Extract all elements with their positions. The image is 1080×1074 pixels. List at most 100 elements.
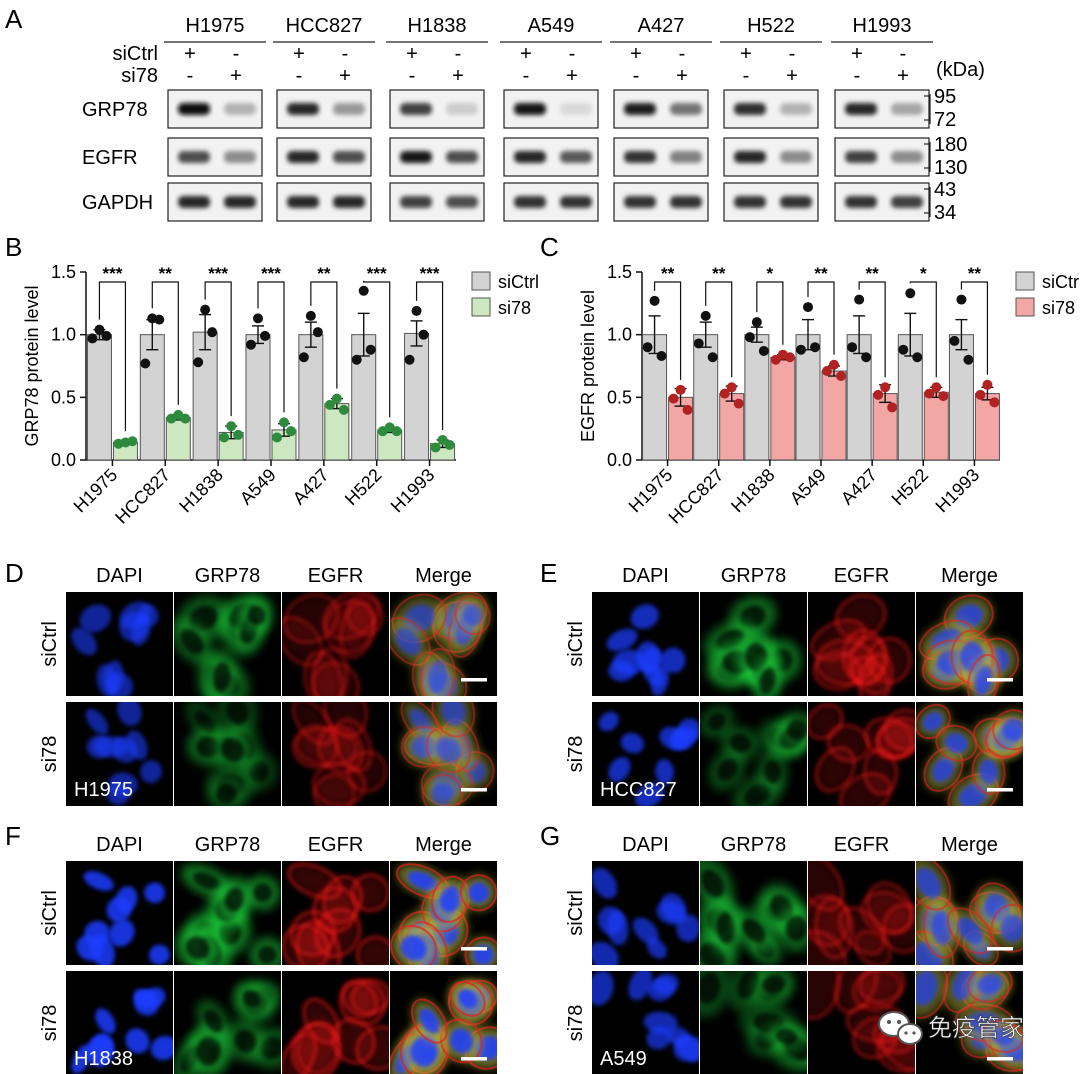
membrane-stain <box>858 971 905 1003</box>
blot-sign: + <box>566 65 578 87</box>
nucleus-shadow <box>234 1029 257 1053</box>
data-point <box>437 434 448 445</box>
blot-sign: - <box>854 65 861 87</box>
data-point <box>744 332 755 343</box>
image-tile-merge <box>916 861 1023 965</box>
tile-content <box>916 971 1023 1072</box>
blot-band-kd <box>333 196 365 208</box>
wechat-icon <box>878 1011 923 1045</box>
data-point <box>418 329 429 340</box>
data-point <box>87 333 98 344</box>
tile-content <box>400 702 495 806</box>
membrane-stain <box>356 936 389 965</box>
blot-protein-label: GAPDH <box>82 192 153 214</box>
tile-content <box>174 980 281 1074</box>
blot-sign: + <box>339 65 351 87</box>
row-label: si78 <box>565 736 587 773</box>
blot-box <box>723 89 819 129</box>
blot-box <box>503 89 599 129</box>
tile-content <box>174 592 274 696</box>
tile-content <box>700 704 807 806</box>
bar-sictrl-h1975 <box>86 334 112 461</box>
significance-label: *** <box>102 264 122 283</box>
scale-bar <box>461 678 487 682</box>
data-point <box>246 339 256 350</box>
cytoplasm-stain <box>808 971 839 1018</box>
legend-swatch <box>1015 297 1035 317</box>
bar-si78-hcc827 <box>165 416 191 461</box>
blot-cell-line-label: H522 <box>747 15 795 37</box>
data-point <box>758 345 769 356</box>
nucleus <box>83 871 114 891</box>
nucleus-shadow <box>729 733 751 753</box>
blot-sign: - <box>523 65 530 87</box>
panel-letter-c: C <box>540 232 559 262</box>
nucleus-shadow <box>212 662 231 692</box>
nucleus <box>115 886 138 913</box>
blot-sign: + <box>520 43 532 65</box>
image-tile-merge <box>390 592 497 696</box>
cytoplasm-stain <box>808 861 843 910</box>
blot-protein-label: GRP78 <box>82 99 148 121</box>
data-point <box>963 354 974 365</box>
blot-cell-line-label: A427 <box>638 15 685 37</box>
cytoplasm-stain <box>828 725 869 761</box>
blot-band-kd <box>224 103 256 115</box>
bar-sictrl-hcc827 <box>139 334 165 461</box>
blot-cell-line-label: HCC827 <box>286 15 363 37</box>
nucleus <box>628 971 653 1001</box>
data-point <box>272 432 282 443</box>
membrane-stain <box>302 998 340 1044</box>
data-point <box>803 302 813 313</box>
data-point <box>404 354 415 365</box>
data-point <box>938 391 949 402</box>
data-point <box>351 354 362 365</box>
panel-letter-e: E <box>540 558 557 588</box>
blot-band-kd <box>446 151 478 163</box>
nucleus <box>106 782 130 806</box>
blot-sign: + <box>740 43 752 65</box>
y-tick-label: 0.0 <box>607 450 632 470</box>
image-tile-merge <box>390 861 497 965</box>
x-tick-label: H522 <box>888 465 933 510</box>
image-tile-grp78 <box>174 861 281 965</box>
nucleus <box>138 604 159 627</box>
watermark-text: 免疫管家 <box>928 1015 1024 1042</box>
membrane-merge <box>419 647 456 696</box>
nucleus-shadow <box>193 872 221 890</box>
nucleus-shadow <box>700 972 721 1004</box>
bar-sictrl-h1838 <box>192 331 218 461</box>
nucleus <box>634 782 664 806</box>
data-point <box>784 352 795 363</box>
image-tile-grp78 <box>174 971 281 1074</box>
significance-bracket <box>415 281 444 430</box>
scale-bar <box>987 788 1013 792</box>
nucleus <box>150 1035 173 1061</box>
nucleus <box>620 732 645 754</box>
nucleus <box>606 628 638 652</box>
x-tick-label: HCC827 <box>665 465 728 528</box>
nucleus <box>117 702 142 727</box>
significance-bracket <box>705 281 733 378</box>
nucleus <box>441 702 466 727</box>
nucleus <box>608 756 631 783</box>
x-tick-label: H1838 <box>727 465 779 517</box>
blot-protein-label: EGFR <box>82 147 138 169</box>
x-tick-label: A549 <box>786 465 830 509</box>
blot-band-kd <box>333 151 365 163</box>
membrane-stain <box>863 748 898 795</box>
nucleus-shadow <box>226 702 249 725</box>
blot-box <box>389 89 485 129</box>
nucleus-shadow <box>220 737 244 762</box>
image-tile-grp78 <box>174 592 281 696</box>
nucleus <box>916 867 942 899</box>
data-point <box>140 358 151 369</box>
data-point <box>286 426 296 437</box>
significance-bracket <box>858 281 886 378</box>
data-point <box>693 338 704 349</box>
panel-letter-d: D <box>5 558 24 588</box>
membrane-stain <box>884 709 915 751</box>
scale-bar <box>461 947 487 951</box>
blot-cell-line-label: H1975 <box>186 15 245 37</box>
data-point <box>365 344 376 355</box>
